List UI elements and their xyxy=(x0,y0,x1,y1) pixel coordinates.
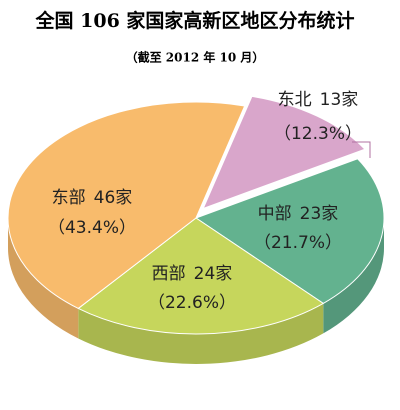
chart-subtitle: （截至 2012 年 10 月） xyxy=(126,50,265,65)
percent-label: （22.6%） xyxy=(148,293,236,313)
percent-label: （21.7%） xyxy=(254,233,342,253)
percent-label: （12.3%） xyxy=(274,124,362,144)
slice xyxy=(7,101,246,310)
category-label: 东部 xyxy=(52,188,86,208)
category-label: 中部 xyxy=(258,204,292,224)
slice xyxy=(202,95,366,210)
leader-line xyxy=(352,141,371,158)
chart-title: 全国 106 家国家高新区地区分布统计 xyxy=(35,9,355,32)
value-label: 24家 xyxy=(194,264,233,284)
percent-label: （43.4%） xyxy=(48,218,136,238)
slice-label: 西部 24家 xyxy=(152,264,233,284)
slice-label: 中部 23家 xyxy=(258,204,339,224)
value-label: 23家 xyxy=(300,204,339,224)
value-label: 13家 xyxy=(320,90,359,110)
slice-label: 东北 13家 xyxy=(278,90,359,110)
slice xyxy=(194,158,385,304)
slice-side xyxy=(78,303,324,364)
slice-side xyxy=(8,218,79,339)
slice-label: 东部 46家 xyxy=(52,188,133,208)
slice xyxy=(77,217,325,335)
category-label: 东北 xyxy=(278,90,312,110)
slice-side xyxy=(323,218,384,334)
value-label: 46家 xyxy=(94,188,133,208)
category-label: 西部 xyxy=(152,264,186,284)
